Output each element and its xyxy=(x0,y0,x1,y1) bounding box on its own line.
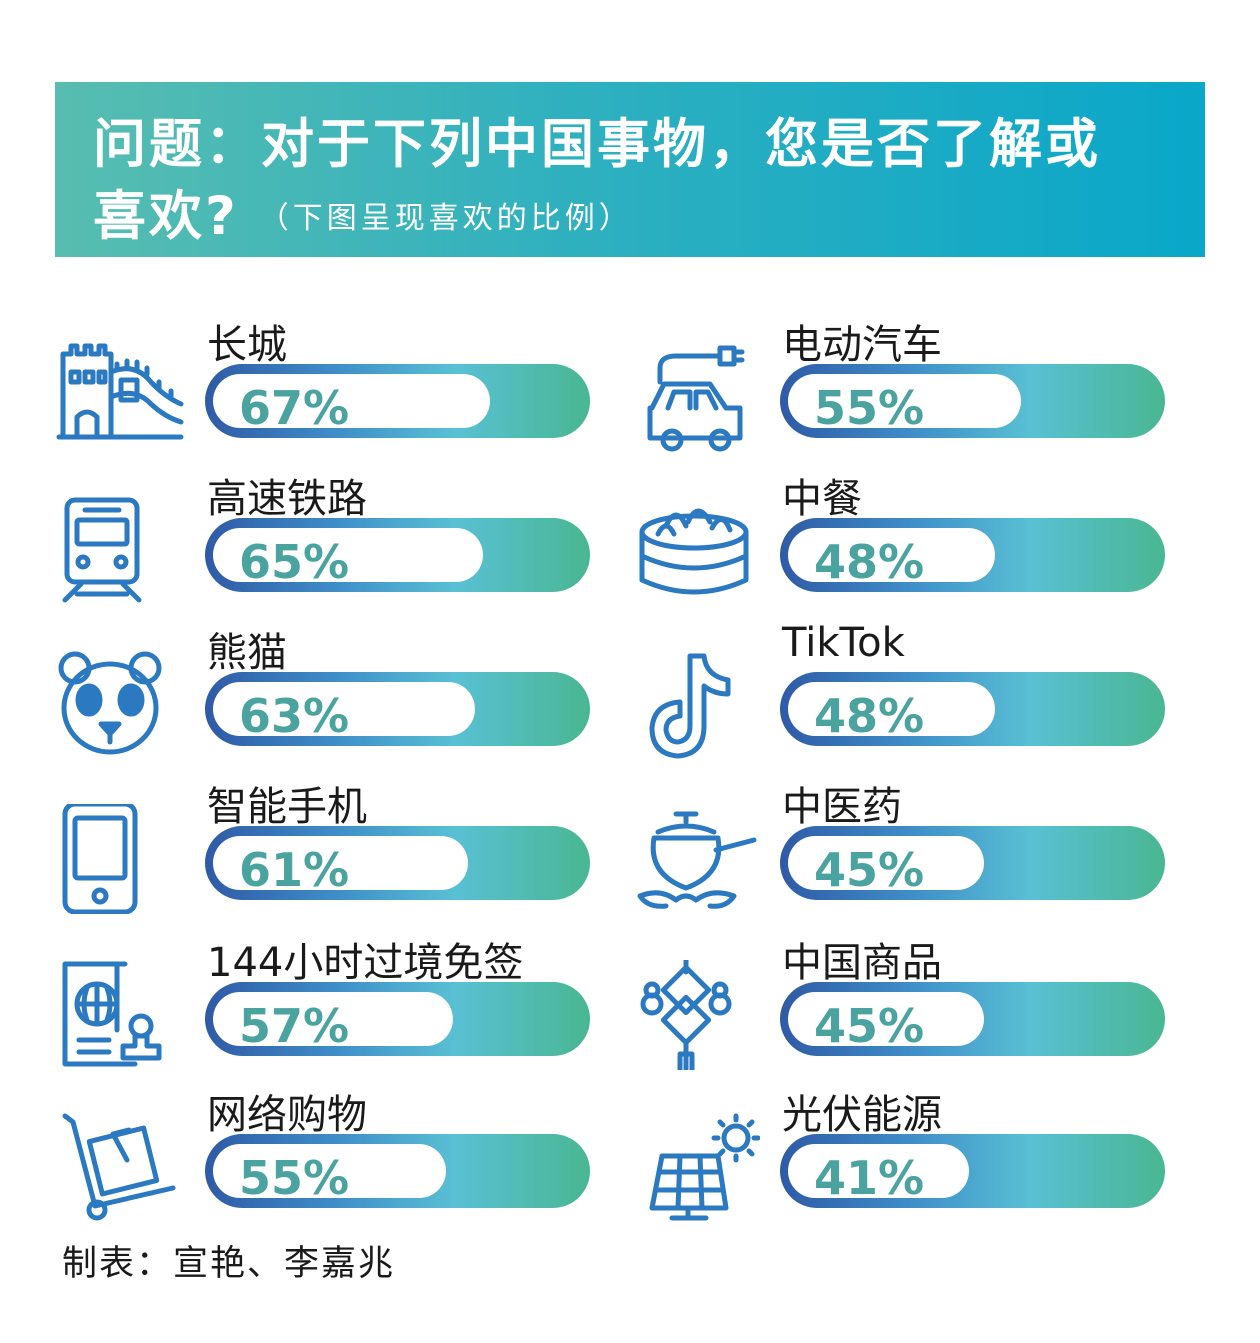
bar-value-label: 63% xyxy=(239,689,350,743)
item-label: 光伏能源 xyxy=(782,1092,942,1138)
chart-title-line2-text: 喜欢? xyxy=(93,186,239,247)
bar-fill: 41% xyxy=(788,1144,969,1205)
steamer-bun-icon xyxy=(630,496,760,606)
chart-credit: 制表：宣艳、李嘉兆 xyxy=(62,1244,396,1284)
bar-fill: 55% xyxy=(213,1144,446,1205)
panda-icon xyxy=(55,650,185,760)
item-label: 熊猫 xyxy=(207,630,287,676)
bar-value-label: 57% xyxy=(239,999,350,1053)
great-wall-icon xyxy=(55,342,185,452)
hand-truck-icon xyxy=(55,1112,185,1222)
item-label: 中餐 xyxy=(782,476,862,522)
bar-track: 48% xyxy=(780,672,1165,746)
chart-item: 高速铁路 65% xyxy=(55,466,615,606)
chart-item: 熊猫 63% xyxy=(55,620,615,760)
bar-track: 48% xyxy=(780,518,1165,592)
bar-fill: 48% xyxy=(788,528,995,589)
chart-item: 144小时过境免签 57% xyxy=(55,930,615,1070)
item-label: 网络购物 xyxy=(207,1092,367,1138)
solar-panel-icon xyxy=(630,1112,761,1222)
bar-track: 63% xyxy=(205,672,590,746)
item-label: 高速铁路 xyxy=(207,476,367,522)
chart-header: 问题：对于下列中国事物，您是否了解或 喜欢? （下图呈现喜欢的比例） xyxy=(55,82,1205,257)
bar-fill: 48% xyxy=(788,682,995,743)
bar-track: 55% xyxy=(780,364,1165,438)
chart-item: 中国商品 45% xyxy=(630,930,1190,1073)
item-label: 中国商品 xyxy=(782,940,942,986)
chart-item: 长城 67% xyxy=(55,312,615,452)
bar-fill: 55% xyxy=(788,374,1021,435)
herbal-pot-icon xyxy=(630,804,760,914)
tiktok-icon xyxy=(630,650,760,760)
bar-value-label: 55% xyxy=(239,1151,350,1205)
bar-value-label: 65% xyxy=(239,535,350,589)
electric-car-icon xyxy=(630,342,760,452)
chart-item: 中餐 48% xyxy=(630,466,1190,606)
chart-title-line1: 问题：对于下列中国事物，您是否了解或 xyxy=(93,114,1101,175)
bar-fill: 57% xyxy=(213,992,453,1053)
bar-value-label: 45% xyxy=(814,843,925,897)
bar-value-label: 55% xyxy=(814,381,925,435)
bar-value-label: 67% xyxy=(239,381,350,435)
chart-item: TikTok 48% xyxy=(630,620,1190,760)
bar-fill: 65% xyxy=(213,528,483,589)
train-icon xyxy=(55,496,185,606)
chart-item: 智能手机 61% xyxy=(55,774,615,915)
bar-track: 45% xyxy=(780,982,1165,1056)
chart-subtitle: （下图呈现喜欢的比例） xyxy=(258,201,633,236)
item-label: 电动汽车 xyxy=(782,322,942,368)
bar-track: 41% xyxy=(780,1134,1165,1208)
bar-track: 67% xyxy=(205,364,590,438)
bar-value-label: 41% xyxy=(814,1151,925,1205)
chart-item: 光伏能源 41% xyxy=(630,1082,1190,1222)
bar-value-label: 48% xyxy=(814,689,925,743)
passport-icon xyxy=(55,960,185,1070)
bar-fill: 63% xyxy=(213,682,475,743)
bar-fill: 45% xyxy=(788,836,984,897)
item-label: TikTok xyxy=(782,620,905,666)
chart-item: 网络购物 55% xyxy=(55,1082,615,1222)
chart-title-line2: 喜欢? （下图呈现喜欢的比例） xyxy=(93,174,633,250)
item-label: 智能手机 xyxy=(207,784,367,830)
bar-fill: 45% xyxy=(788,992,984,1053)
bar-track: 65% xyxy=(205,518,590,592)
chart-item: 中医药 45% xyxy=(630,774,1190,914)
bar-fill: 61% xyxy=(213,836,468,897)
bar-track: 61% xyxy=(205,826,590,900)
chart-item: 电动汽车 55% xyxy=(630,312,1190,452)
chinese-knot-icon xyxy=(630,957,760,1073)
smartphone-icon xyxy=(55,801,185,915)
bar-value-label: 61% xyxy=(239,843,350,897)
bar-track: 55% xyxy=(205,1134,590,1208)
bar-track: 57% xyxy=(205,982,590,1056)
bar-track: 45% xyxy=(780,826,1165,900)
bar-value-label: 48% xyxy=(814,535,925,589)
item-label: 中医药 xyxy=(782,784,902,830)
item-label: 144小时过境免签 xyxy=(207,940,524,986)
item-label: 长城 xyxy=(207,322,287,368)
bar-fill: 67% xyxy=(213,374,490,435)
bar-value-label: 45% xyxy=(814,999,925,1053)
